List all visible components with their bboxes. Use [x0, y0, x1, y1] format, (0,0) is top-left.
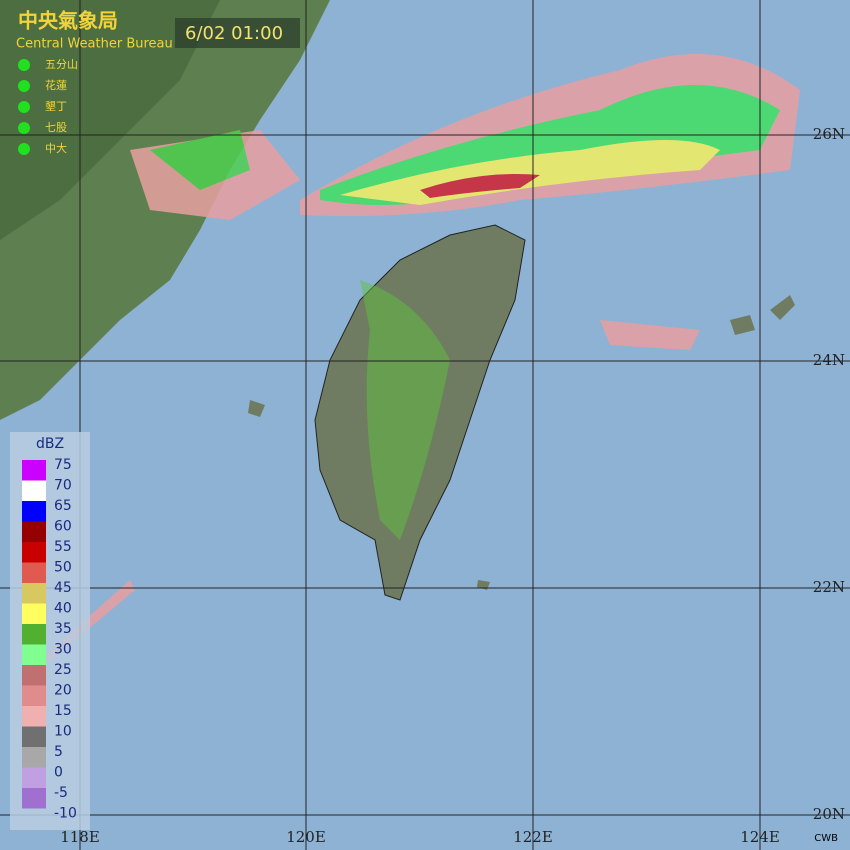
station-name: 花蓮 — [45, 78, 67, 92]
legend-cell — [22, 460, 46, 481]
legend-label: 70 — [54, 478, 72, 494]
credit: CWB — [814, 833, 838, 844]
mountains — [0, 0, 220, 240]
lat-label: 26N — [813, 125, 845, 143]
lon-label: 120E — [286, 828, 326, 846]
legend-label: 45 — [54, 580, 72, 596]
title: 中央氣象局 — [18, 9, 118, 33]
legend-label: 5 — [54, 744, 63, 760]
legend-label: 60 — [54, 519, 72, 535]
legend-cell — [22, 603, 46, 624]
time: 6/02 01:00 — [185, 23, 283, 44]
lat-label: 22N — [813, 578, 845, 596]
station-dot — [18, 80, 30, 92]
legend-label: 65 — [54, 498, 72, 514]
station-dot — [18, 101, 30, 113]
legend-label: -5 — [54, 785, 68, 801]
legend-label: -10 — [54, 806, 77, 822]
legend-cell — [22, 501, 46, 522]
legend-cell — [22, 644, 46, 665]
time-box — [175, 18, 300, 48]
legend-label: 10 — [54, 724, 72, 740]
legend-label: 20 — [54, 683, 72, 699]
station-dot — [18, 59, 30, 71]
legend-label: 15 — [54, 703, 72, 719]
legend-label: 25 — [54, 662, 72, 678]
lon-label: 122E — [513, 828, 553, 846]
legend-cell — [22, 521, 46, 542]
legend-label: 35 — [54, 621, 72, 637]
lat-label: 24N — [813, 351, 845, 369]
station-dot — [18, 143, 30, 155]
station-dot — [18, 122, 30, 134]
station-name: 七股 — [45, 121, 67, 134]
legend-label: 40 — [54, 601, 72, 617]
legend-title: dBZ — [36, 436, 64, 452]
legend-cell — [22, 726, 46, 747]
station-name: 墾丁 — [45, 100, 67, 113]
lat-label: 20N — [813, 805, 845, 823]
lon-label: 124E — [740, 828, 780, 846]
legend-label: 0 — [54, 765, 63, 781]
legend-label: 75 — [54, 457, 72, 473]
legend-cell — [22, 767, 46, 788]
legend-cell — [22, 542, 46, 563]
legend-cell — [22, 706, 46, 727]
legend-cell — [22, 685, 46, 706]
islands — [248, 295, 795, 590]
legend-label: 30 — [54, 642, 72, 658]
legend-cell — [22, 480, 46, 501]
subtitle: Central Weather Bureau — [16, 37, 173, 52]
legend-cell — [22, 665, 46, 686]
station-name: 五分山 — [45, 58, 78, 71]
legend-cell — [22, 583, 46, 604]
legend-label: 50 — [54, 560, 72, 576]
legend-cell — [22, 562, 46, 583]
legend-cell — [22, 788, 46, 809]
station-name: 中大 — [45, 141, 67, 155]
legend-cell — [22, 747, 46, 768]
lon-label: 118E — [60, 828, 100, 846]
legend-cell — [22, 624, 46, 645]
legend-label: 55 — [54, 539, 72, 555]
